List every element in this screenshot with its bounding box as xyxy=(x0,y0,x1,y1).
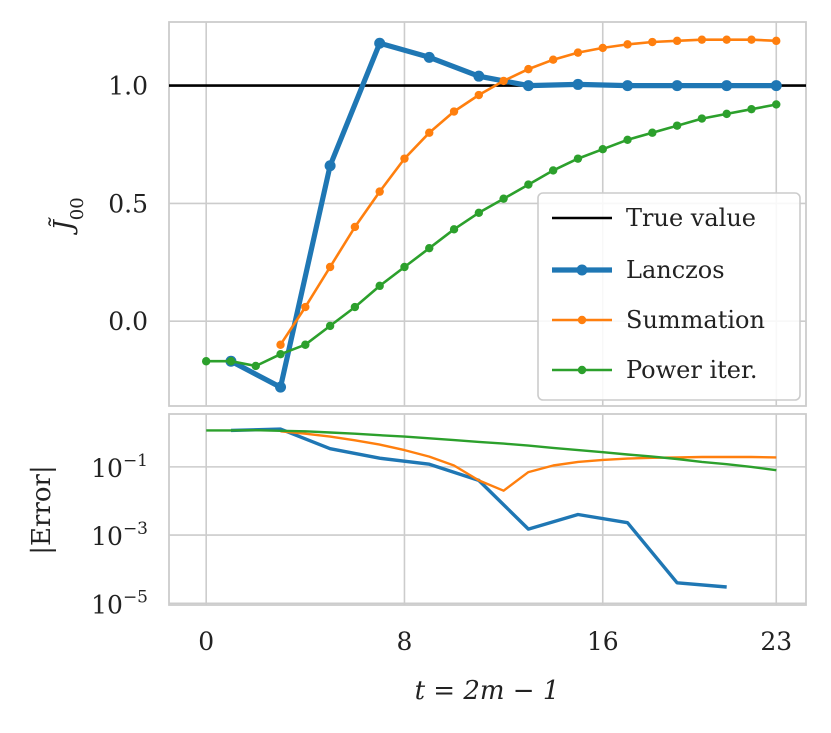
lanczos-point xyxy=(522,80,534,92)
svg-text:J̃00: J̃00 xyxy=(48,197,87,235)
power-iter-point xyxy=(276,349,285,359)
power-iter-point xyxy=(648,128,657,137)
legend-marker-summation xyxy=(577,315,587,325)
legend-frame xyxy=(537,192,801,401)
top-ylabel-main: J̃ xyxy=(48,216,79,235)
power-iter-point xyxy=(548,166,558,175)
error-lanczos-line xyxy=(230,427,727,589)
lanczos-point xyxy=(622,80,634,92)
lanczos-point xyxy=(721,80,733,92)
power-iter-point xyxy=(449,225,459,234)
power-iter-point xyxy=(251,361,260,371)
summation-point xyxy=(672,36,682,46)
power-iter-point xyxy=(400,262,409,272)
lanczos-point xyxy=(671,80,683,92)
power-iter-point xyxy=(301,340,310,349)
bottom-ytick-base: 10 xyxy=(91,454,123,483)
lanczos-point xyxy=(275,381,287,393)
power-iter-point xyxy=(350,302,360,312)
summation-point xyxy=(598,43,607,53)
legend-marker-lanczos xyxy=(576,264,588,276)
summation-point xyxy=(772,36,781,46)
power-iter-point xyxy=(598,145,607,154)
power-iter-point xyxy=(499,194,508,203)
summation-point xyxy=(301,302,310,312)
summation-point xyxy=(548,55,558,64)
lanczos-point xyxy=(324,160,336,172)
x-tick-label: 8 xyxy=(397,627,413,656)
top-panel-frame xyxy=(168,21,807,407)
error-summation-line xyxy=(280,430,777,492)
power-iter-point xyxy=(524,180,533,189)
power-iter-point xyxy=(672,121,682,130)
bottom-ytick-base: 10 xyxy=(91,522,123,551)
x-axis-label: t = 2m − 1 xyxy=(415,676,560,706)
power-iter-point xyxy=(325,321,335,331)
bottom-ylabel: |Error| xyxy=(27,465,57,554)
legend: True value Lanczos Summation Power iter. xyxy=(537,192,801,401)
power-iter-point xyxy=(375,281,384,291)
lanczos-point xyxy=(423,51,435,63)
summation-point xyxy=(747,35,756,44)
power-iter-point xyxy=(226,357,236,366)
top-ylabel-subscript: 00 xyxy=(67,197,88,220)
power-iter-point xyxy=(425,243,434,253)
summation-point xyxy=(400,154,409,163)
power-iter-point xyxy=(201,357,211,366)
bottom-ytick-label: 10−5 xyxy=(91,587,148,619)
legend-label-summation: Summation xyxy=(626,306,765,334)
power-iter-point xyxy=(772,100,781,109)
power-iter-point xyxy=(697,114,707,123)
bottom-panel-frame xyxy=(168,413,807,606)
power-iter-point xyxy=(623,135,632,144)
lanczos-point xyxy=(770,80,782,92)
summation-point xyxy=(425,128,434,137)
power-iter-point xyxy=(722,109,731,119)
legend-label-lanczos: Lanczos xyxy=(626,256,725,284)
summation-point xyxy=(449,107,459,116)
summation-point xyxy=(524,64,533,74)
bottom-panel: 10−510−310−1 0 8 16 23 xyxy=(91,413,807,656)
bottom-ytick-label: 10−3 xyxy=(91,519,148,551)
top-ytick-label: 1.0 xyxy=(108,72,148,101)
summation-point xyxy=(722,35,731,44)
summation-point xyxy=(623,40,632,49)
bottom-ytick-exponent: −3 xyxy=(123,519,148,539)
summation-point xyxy=(325,262,335,272)
top-ytick-label: 0.5 xyxy=(108,189,148,218)
summation-point xyxy=(276,340,285,349)
bottom-ylabel-text: |Error| xyxy=(27,465,57,554)
x-tick-label: 0 xyxy=(198,627,214,656)
bottom-ytick-label: 10−1 xyxy=(91,451,148,483)
bottom-ytick-exponent: −1 xyxy=(123,451,148,471)
summation-point xyxy=(474,90,484,100)
error-power-iter-line xyxy=(206,429,777,472)
summation-point xyxy=(350,222,360,232)
power-iter-point xyxy=(474,208,484,218)
legend-marker-power-iter xyxy=(577,365,587,375)
bottom-ytick-exponent: −5 xyxy=(123,587,148,607)
summation-point xyxy=(648,37,657,47)
power-iter-point xyxy=(747,104,756,114)
summation-point xyxy=(697,35,707,44)
summation-point xyxy=(573,48,583,57)
summation-point xyxy=(375,187,384,196)
power-iter-point xyxy=(573,154,583,163)
top-ylabel: J̃00 xyxy=(48,197,87,235)
legend-label-power-iter: Power iter. xyxy=(626,356,757,384)
lanczos-point xyxy=(374,37,386,49)
lanczos-point xyxy=(572,78,584,90)
x-tick-label: 23 xyxy=(760,627,792,656)
summation-point xyxy=(499,76,508,86)
bottom-ytick-base: 10 xyxy=(91,590,123,619)
top-ytick-label: 0.0 xyxy=(108,307,148,336)
power-iter-line xyxy=(206,103,777,368)
x-tick-label: 16 xyxy=(587,627,619,656)
lanczos-point xyxy=(473,70,485,82)
legend-label-true-value: True value xyxy=(626,204,756,232)
